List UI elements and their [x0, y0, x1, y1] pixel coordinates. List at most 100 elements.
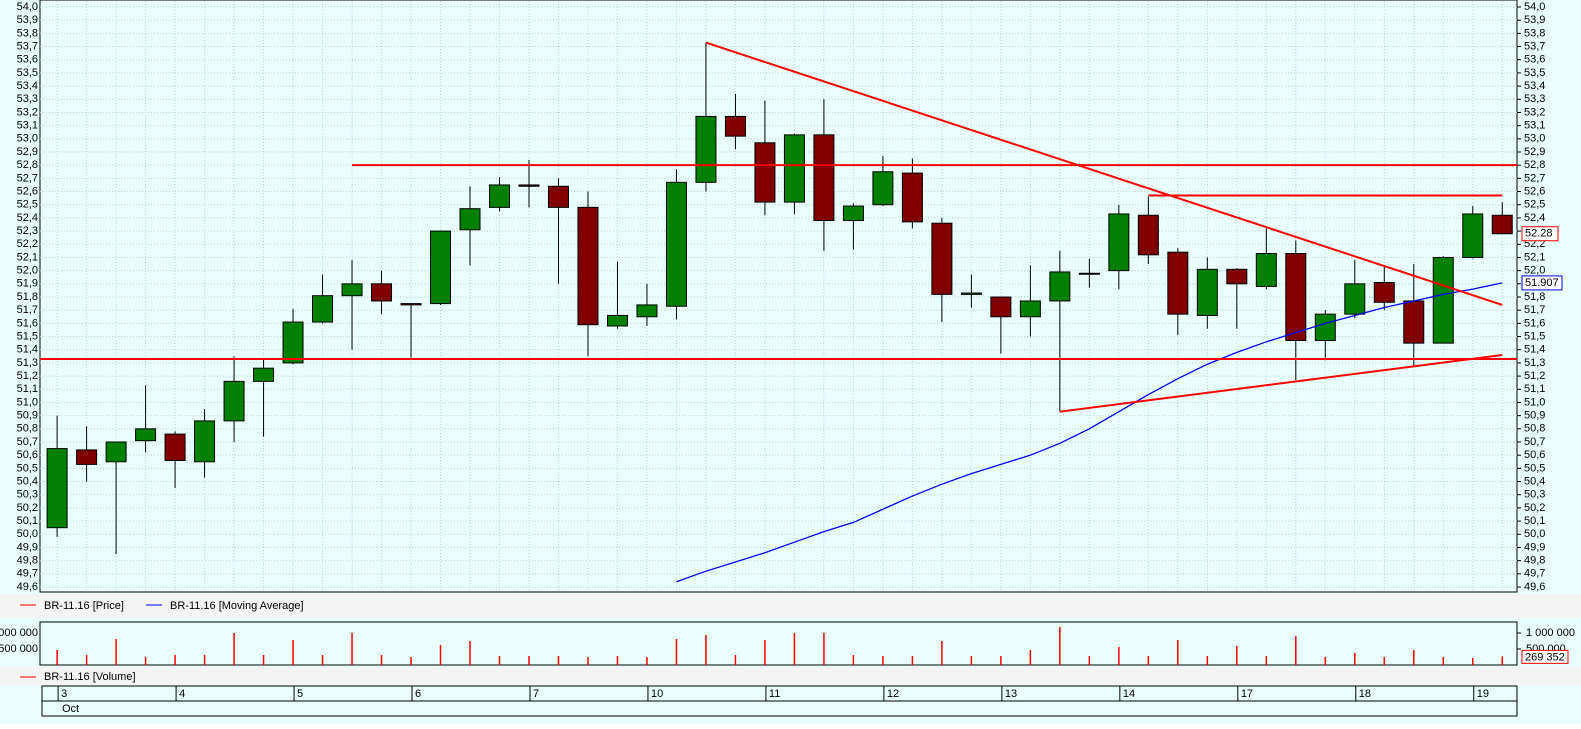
y-tick-label-right: 53,7: [1524, 40, 1545, 52]
x-tick-label: 14: [1123, 688, 1135, 700]
candle-body: [400, 303, 422, 306]
y-tick-label-right: 50,8: [1524, 423, 1545, 435]
price-panel: [39, 0, 1518, 593]
candle-body: [606, 314, 628, 327]
y-tick-label: 50,6: [17, 449, 38, 461]
candle-body: [312, 295, 334, 323]
y-tick-label-right: 52,6: [1524, 185, 1545, 197]
x-tick-label: 5: [297, 688, 303, 700]
month-label: Oct: [62, 703, 79, 715]
y-tick-label: 1 000 000: [0, 627, 38, 639]
y-tick-label-right: 52,7: [1524, 172, 1545, 184]
candle-body: [665, 181, 687, 307]
y-tick-label-right: 49,6: [1524, 581, 1545, 593]
candle-body: [76, 449, 98, 465]
y-tick-label: 52,4: [17, 212, 38, 224]
y-tick-label: 49,9: [17, 541, 38, 553]
y-tick-label: 52,7: [17, 172, 38, 184]
candle-body: [724, 115, 746, 137]
candle-body: [518, 184, 540, 187]
candle-body: [990, 296, 1012, 318]
y-tick-label-right: 53,0: [1524, 133, 1545, 145]
y-tick-label-right: 53,6: [1524, 54, 1545, 66]
y-tick-label: 52,2: [17, 238, 38, 250]
candle-body: [636, 304, 658, 318]
y-tick-label-right: 51,7: [1524, 304, 1545, 316]
trendline: [705, 41, 1503, 306]
y-tick-label-right: 50,6: [1524, 449, 1545, 461]
y-tick-label-right: 52,9: [1524, 146, 1545, 158]
y-tick-label-right: 1 000 000: [1526, 627, 1575, 639]
y-tick-label-right: 50,2: [1524, 502, 1545, 514]
candle-body: [960, 292, 982, 295]
y-tick-label-right: 50,1: [1524, 515, 1545, 527]
x-tick-label: 7: [533, 688, 539, 700]
volume-panel: [39, 621, 1518, 666]
y-tick-label: 53,0: [17, 133, 38, 145]
candle-body: [282, 321, 304, 364]
y-tick-label-right: 53,1: [1524, 120, 1545, 132]
x-tick-label: 18: [1359, 688, 1371, 700]
y-tick-label: 53,4: [17, 80, 38, 92]
y-tick-label-right: 50,5: [1524, 462, 1545, 474]
candle-body: [253, 367, 275, 382]
y-tick-label-right: 50,3: [1524, 489, 1545, 501]
y-tick-label-right: 51,4: [1524, 344, 1545, 356]
candle-body: [1314, 313, 1336, 341]
y-tick-label: 51,8: [17, 291, 38, 303]
y-tick-label-right: 50,9: [1524, 410, 1545, 422]
y-tick-label-right: 53,2: [1524, 106, 1545, 118]
y-tick-label: 52,1: [17, 251, 38, 263]
candle-body: [371, 283, 393, 302]
last-price-label: 52.28: [1525, 228, 1553, 240]
candle-body: [223, 380, 245, 422]
candle-body: [1049, 271, 1071, 302]
candle-body: [695, 115, 717, 183]
candle-body: [459, 208, 481, 231]
y-tick-label-right: 49,7: [1524, 568, 1545, 580]
price-legend-bar: [0, 594, 1581, 618]
y-tick-label: 51,5: [17, 330, 38, 342]
y-tick-label: 52,8: [17, 159, 38, 171]
x-tick-label: 19: [1477, 688, 1489, 700]
candle-body: [1344, 283, 1366, 315]
candle-body: [194, 420, 216, 463]
candle-body: [1078, 272, 1100, 275]
last-volume-tag: [1521, 649, 1569, 664]
y-tick-label-right: 50,0: [1524, 528, 1545, 540]
y-tick-label-right: 51,6: [1524, 317, 1545, 329]
y-tick-label-right: 53,3: [1524, 93, 1545, 105]
last-ma-label: 51.907: [1525, 277, 1559, 289]
y-tick-label: 53,5: [17, 67, 38, 79]
y-tick-label: 53,2: [17, 106, 38, 118]
candle-body: [105, 441, 127, 463]
y-tick-label: 49,6: [17, 581, 38, 593]
y-tick-label: 51,4: [17, 344, 38, 356]
candle-body: [931, 222, 953, 295]
y-tick-label: 51,1: [17, 383, 38, 395]
candle-body: [1167, 251, 1189, 315]
y-tick-label-right: 51,5: [1524, 330, 1545, 342]
y-tick-label: 49,8: [17, 555, 38, 567]
candle-body: [1462, 213, 1484, 258]
y-tick-label: 51,0: [17, 396, 38, 408]
y-tick-label-right: 52,1: [1524, 251, 1545, 263]
candle-body: [1403, 300, 1425, 344]
candle-body: [1137, 214, 1159, 256]
candle-body: [1196, 268, 1218, 316]
y-tick-label: 51,3: [17, 357, 38, 369]
y-tick-label: 50,7: [17, 436, 38, 448]
y-tick-label: 52,6: [17, 185, 38, 197]
candle-body: [135, 428, 157, 442]
x-tick-label: 10: [651, 688, 663, 700]
x-tick-label: 6: [415, 688, 421, 700]
candle-body: [1432, 256, 1454, 344]
x-tick-label: 12: [887, 688, 899, 700]
candle-body: [1019, 300, 1041, 318]
candle-body: [1108, 213, 1130, 272]
y-tick-label-right: 49,9: [1524, 541, 1545, 553]
candle-body: [46, 448, 68, 529]
moving-average-line: [676, 282, 1503, 583]
y-tick-label: 51,2: [17, 370, 38, 382]
